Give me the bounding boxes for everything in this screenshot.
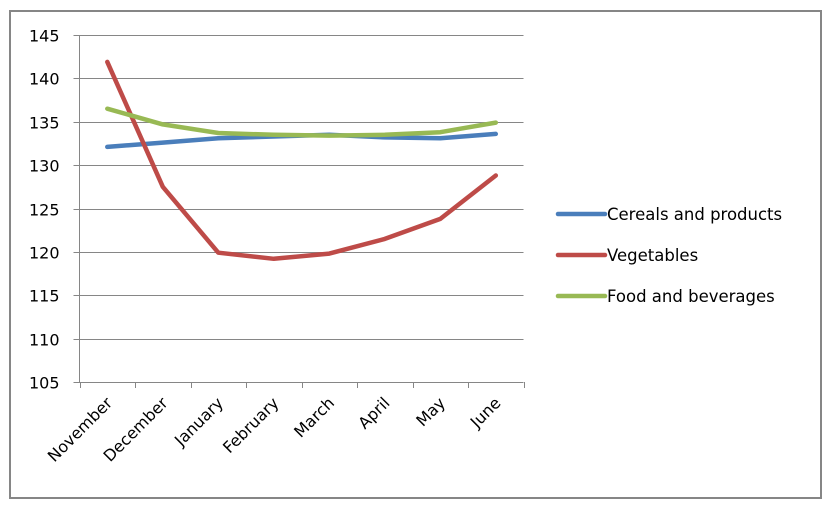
axes xyxy=(79,35,525,388)
legend-label-food-and-beverages: Food and beverages xyxy=(607,287,775,306)
x-tick-label-march: March xyxy=(290,393,338,441)
y-tick-label-130: 130 xyxy=(29,157,60,176)
chart-frame xyxy=(9,10,822,499)
legend-label-vegetables: Vegetables xyxy=(607,246,698,265)
y-tick-label-140: 140 xyxy=(29,70,60,89)
legend: Cereals and products Vegetables Food and b… xyxy=(555,205,782,306)
y-tick-label-110: 110 xyxy=(29,331,60,350)
x-tick-label-june: June xyxy=(466,393,505,432)
legend-label-cereals-and-products: Cereals and products xyxy=(607,205,782,224)
y-tick-label-125: 125 xyxy=(29,201,60,220)
y-tick-label-145: 145 xyxy=(29,27,60,46)
y-axis-tick-labels: 105 110 115 120 125 130 135 140 145 xyxy=(29,27,60,393)
y-tick-label-115: 115 xyxy=(29,287,60,306)
y-tick-label-105: 105 xyxy=(29,374,60,393)
y-tick-label-135: 135 xyxy=(29,114,60,133)
x-tick-label-january: January xyxy=(170,393,227,450)
x-tick-label-february: February xyxy=(219,393,283,457)
x-tick-label-april: April xyxy=(354,393,393,432)
x-tick-label-may: May xyxy=(412,393,449,430)
y-tick-label-120: 120 xyxy=(29,244,60,263)
series-lines xyxy=(105,59,499,262)
series-line-vegetables xyxy=(105,59,499,262)
series-line-food-and-beverages xyxy=(105,106,499,138)
